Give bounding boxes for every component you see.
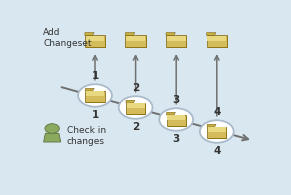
- Polygon shape: [125, 33, 135, 35]
- Circle shape: [119, 96, 152, 119]
- Circle shape: [45, 124, 59, 133]
- FancyBboxPatch shape: [30, 20, 267, 178]
- Circle shape: [78, 84, 112, 107]
- Polygon shape: [86, 36, 104, 41]
- Polygon shape: [207, 36, 226, 41]
- Polygon shape: [126, 100, 135, 103]
- Polygon shape: [166, 33, 175, 35]
- Text: 4: 4: [213, 107, 221, 117]
- Text: Add
Changeset: Add Changeset: [43, 28, 92, 48]
- Polygon shape: [207, 127, 226, 138]
- Polygon shape: [86, 88, 94, 91]
- Polygon shape: [85, 35, 105, 48]
- Polygon shape: [167, 115, 185, 120]
- Text: 3: 3: [173, 95, 180, 105]
- Polygon shape: [127, 103, 145, 108]
- Polygon shape: [125, 35, 146, 48]
- Polygon shape: [126, 36, 145, 41]
- Polygon shape: [86, 91, 104, 102]
- Polygon shape: [85, 33, 94, 35]
- Polygon shape: [127, 104, 146, 115]
- Polygon shape: [86, 36, 106, 48]
- Text: 4: 4: [213, 146, 221, 156]
- Text: 3: 3: [173, 134, 180, 144]
- Polygon shape: [167, 115, 186, 126]
- Polygon shape: [208, 128, 227, 139]
- Polygon shape: [208, 127, 226, 132]
- Polygon shape: [168, 116, 187, 127]
- Text: 1: 1: [91, 71, 99, 81]
- Polygon shape: [166, 35, 186, 48]
- Polygon shape: [167, 36, 186, 41]
- Polygon shape: [44, 133, 61, 142]
- Text: 2: 2: [132, 122, 139, 132]
- Polygon shape: [207, 36, 228, 48]
- Circle shape: [200, 120, 234, 143]
- Polygon shape: [126, 103, 145, 114]
- Text: Check in
changes: Check in changes: [67, 126, 106, 146]
- Polygon shape: [50, 132, 54, 133]
- Polygon shape: [167, 112, 175, 115]
- Polygon shape: [207, 124, 216, 127]
- Text: 1: 1: [91, 110, 99, 120]
- Polygon shape: [207, 35, 227, 48]
- Text: 2: 2: [132, 83, 139, 93]
- Polygon shape: [207, 33, 216, 35]
- Polygon shape: [126, 36, 147, 48]
- Circle shape: [159, 108, 193, 131]
- Polygon shape: [86, 92, 106, 103]
- Polygon shape: [167, 36, 187, 48]
- Polygon shape: [86, 91, 104, 96]
